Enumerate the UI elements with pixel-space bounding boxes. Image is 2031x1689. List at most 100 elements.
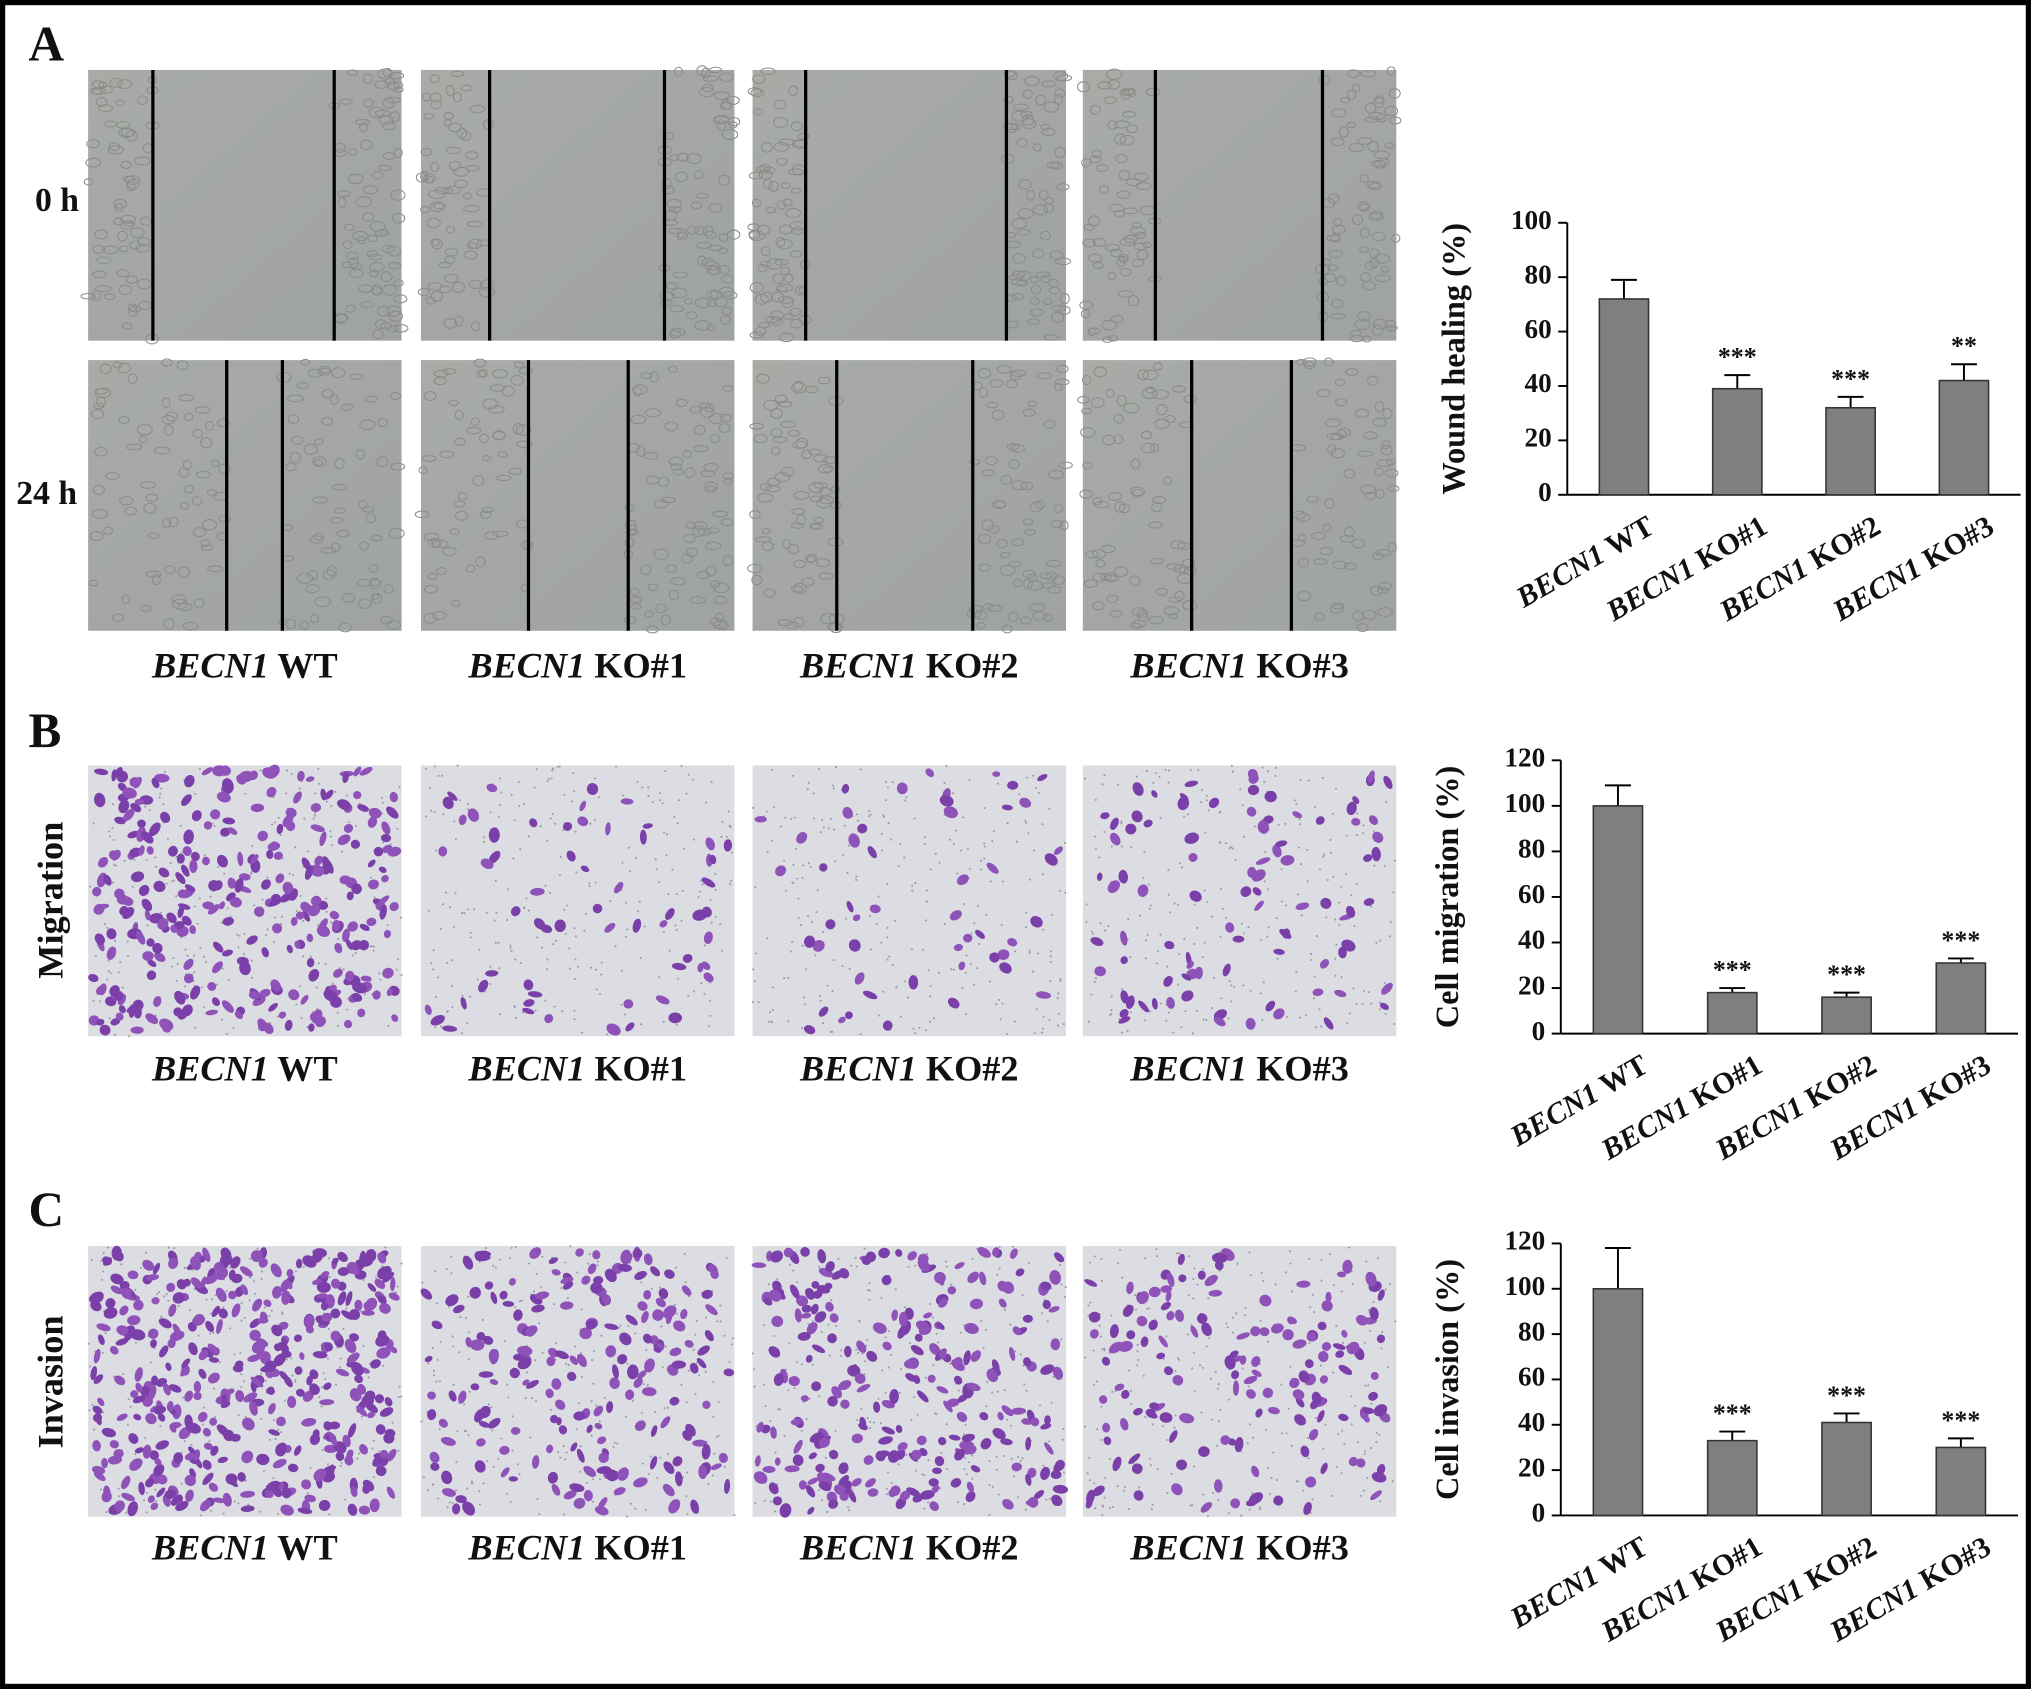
cell [423, 612, 438, 624]
cell [88, 579, 99, 587]
speck [828, 1354, 831, 1357]
cell [1029, 297, 1040, 305]
speck [244, 792, 247, 795]
speck [1200, 1411, 1203, 1414]
speck [855, 878, 858, 881]
speck [1149, 1464, 1152, 1467]
speck [692, 838, 695, 841]
cell [1374, 467, 1384, 476]
speck [877, 895, 880, 898]
speck [458, 1351, 461, 1354]
speck [707, 1482, 710, 1485]
speck [1098, 1324, 1101, 1327]
speck [1224, 842, 1227, 845]
speck [820, 1499, 823, 1502]
speck [868, 914, 872, 917]
cell [1317, 75, 1331, 86]
speck [914, 1469, 918, 1472]
speck [1362, 832, 1365, 835]
speck [704, 801, 707, 804]
speck [1166, 1492, 1169, 1495]
speck [714, 915, 717, 918]
speck [473, 908, 476, 911]
speck [569, 1245, 572, 1248]
speck [485, 1247, 488, 1250]
cell [210, 459, 220, 467]
speck [961, 816, 965, 819]
y-tick-label: 0 [1532, 1016, 1546, 1046]
speck [1178, 1252, 1181, 1255]
cell [1022, 518, 1034, 526]
speck [971, 1257, 974, 1260]
speck [663, 1407, 666, 1410]
cell [205, 421, 215, 431]
speck [117, 1487, 120, 1490]
speck [1275, 1479, 1278, 1482]
speck [697, 896, 700, 899]
speck [918, 1026, 921, 1029]
speck [1090, 993, 1093, 996]
speck [1225, 916, 1228, 919]
cell [178, 467, 190, 478]
speck [400, 974, 403, 977]
speck [937, 1341, 940, 1344]
speck [101, 1351, 104, 1354]
speck [1000, 923, 1003, 927]
cell [257, 1317, 269, 1324]
cell [192, 527, 207, 538]
speck [788, 1342, 791, 1345]
speck [1170, 1472, 1173, 1475]
cell [414, 510, 430, 519]
speck [229, 1266, 232, 1269]
speck [964, 1013, 967, 1016]
speck [1127, 1508, 1130, 1511]
cell [113, 217, 124, 226]
speck [1040, 1031, 1043, 1034]
speck [764, 1405, 767, 1408]
speck [1340, 1472, 1343, 1475]
speck [514, 958, 517, 961]
speck [843, 824, 847, 827]
cell [1372, 417, 1387, 427]
speck [454, 892, 457, 895]
cell [665, 282, 678, 290]
cell [782, 539, 791, 550]
cell [705, 565, 717, 577]
speck [450, 1255, 453, 1258]
speck [1367, 1384, 1370, 1387]
cell [362, 212, 375, 222]
speck [1104, 1476, 1107, 1480]
speck [576, 1271, 579, 1274]
speck [1266, 1340, 1269, 1343]
speck [855, 1265, 858, 1268]
speck [535, 1400, 538, 1403]
speck [818, 1395, 821, 1398]
cell [693, 424, 706, 436]
cell [773, 99, 787, 110]
speck [673, 816, 676, 819]
speck [396, 827, 399, 830]
cell [371, 171, 384, 180]
speck [929, 995, 932, 998]
speck [358, 1452, 361, 1455]
speck [432, 1374, 436, 1377]
micrograph [1077, 357, 1400, 633]
cell [1054, 93, 1064, 105]
cell [753, 434, 768, 444]
speck [330, 844, 333, 847]
speck [112, 838, 115, 841]
speck [877, 1014, 881, 1017]
cell [312, 496, 329, 504]
speck [904, 799, 907, 802]
cell [1330, 433, 1344, 441]
speck [303, 817, 306, 820]
speck [1013, 1475, 1016, 1478]
cell [388, 527, 405, 539]
speck [359, 1310, 362, 1313]
speck [1121, 1031, 1124, 1034]
speck [647, 786, 650, 789]
cell [322, 569, 336, 581]
cell [690, 201, 703, 210]
cell [1109, 609, 1123, 618]
speck [1285, 1432, 1288, 1435]
